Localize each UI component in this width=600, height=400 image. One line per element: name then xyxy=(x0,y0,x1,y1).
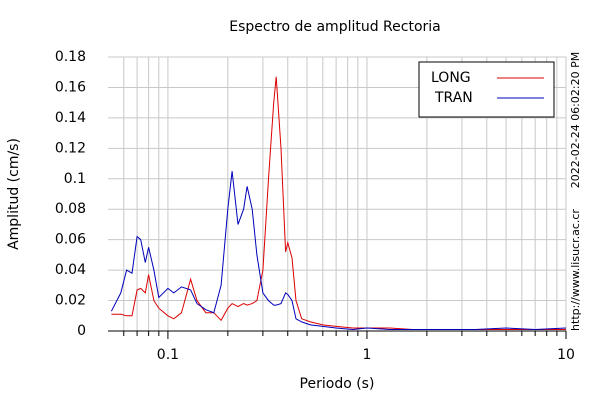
y-tick-label: 0.02 xyxy=(55,293,86,309)
x-tick-label: 0.1 xyxy=(157,347,179,363)
x-tick-label: 1 xyxy=(362,347,371,363)
y-tick-label: 0.16 xyxy=(55,79,86,95)
x-tick-label: 10 xyxy=(557,347,575,363)
x-axis-label: Periodo (s) xyxy=(300,376,375,392)
y-tick-label: 0.14 xyxy=(55,110,86,126)
chart-title: Espectro de amplitud Rectoria xyxy=(229,19,441,35)
legend-box xyxy=(418,61,555,118)
legend-label: LONG xyxy=(431,70,471,86)
y-tick-label: 0.18 xyxy=(55,49,86,65)
legend-label: TRAN xyxy=(434,90,473,106)
y-tick-label: 0.1 xyxy=(64,171,86,187)
series-line xyxy=(111,76,566,330)
y-tick-label: 0.06 xyxy=(55,232,86,248)
y-tick-label: 0.12 xyxy=(55,140,86,156)
y-axis-label: Amplitud (cm/s) xyxy=(6,138,22,250)
source-url: http://www.lisucr.ac.cr xyxy=(569,209,582,331)
series-line xyxy=(110,171,567,331)
timestamp: 2022-02-24 06:02:20 PM xyxy=(569,52,582,188)
y-tick-label: 0 xyxy=(77,323,86,339)
y-tick-label: 0.08 xyxy=(55,201,86,217)
y-tick-label: 0.04 xyxy=(55,262,86,278)
